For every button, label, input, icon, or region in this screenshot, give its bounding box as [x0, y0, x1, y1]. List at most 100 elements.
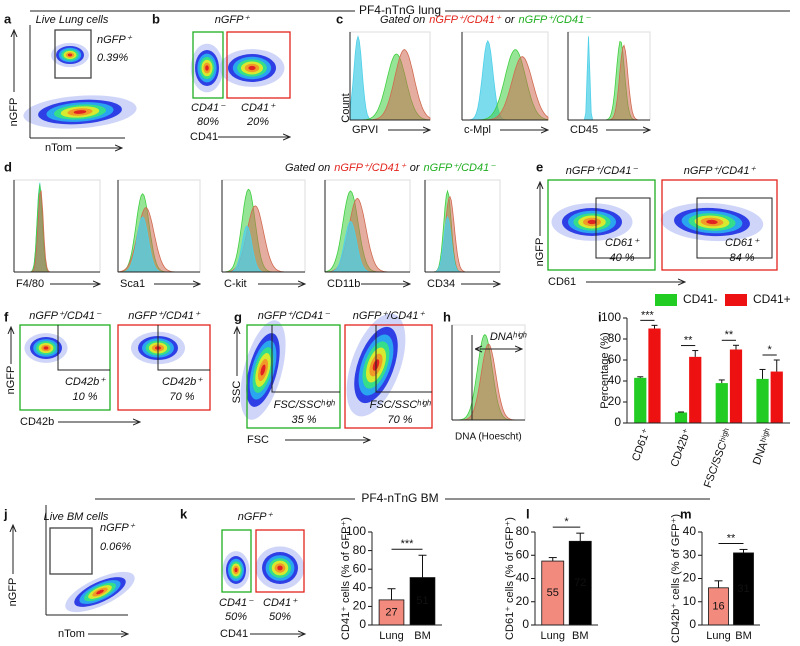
- panel-letter: j: [3, 506, 8, 521]
- histogram-curve: [568, 40, 650, 121]
- density-level: [205, 65, 209, 71]
- y-tick-label: 0: [614, 415, 621, 429]
- left-gate-label: FSC/SSCʰⁱᵍʰ: [274, 399, 335, 411]
- title: nGFP⁺: [215, 14, 251, 26]
- y-axis-label: CD41⁺ cells (% of GFP⁺): [340, 517, 352, 640]
- error-bar: [651, 324, 658, 329]
- y-tick-label: 80: [516, 524, 530, 538]
- x-label: CD41: [220, 628, 248, 640]
- gate: [157, 325, 210, 371]
- gate-box: [226, 31, 291, 99]
- left-value: 50%: [225, 611, 247, 623]
- gate-box: [246, 324, 341, 429]
- section-header: PF4-nTnG lung: [359, 3, 441, 17]
- bar: [729, 349, 743, 423]
- right-label: CD41⁺: [263, 597, 298, 609]
- y-tick-label: 20: [683, 571, 697, 585]
- y-tick-label: 100: [601, 310, 621, 324]
- gate-title: Gated on nGFP⁺/CD41⁺ or nGFP⁺/CD41⁻: [380, 14, 591, 26]
- x-label: CD42b: [20, 416, 54, 428]
- error-bar: [718, 379, 725, 384]
- x-label: Sca1: [120, 278, 145, 290]
- y-label: nGFP: [7, 578, 19, 607]
- x-tick-label: BM: [735, 630, 752, 642]
- x-tick-label: FSC/SSCʰⁱᵍʰ: [702, 427, 735, 490]
- gate-box: [344, 324, 433, 429]
- gate-label: nGFP⁺: [100, 522, 136, 534]
- y-tick-label: 60: [608, 352, 622, 366]
- bar: [715, 383, 728, 423]
- y-label: SSC: [231, 381, 243, 404]
- gate: [595, 197, 651, 259]
- histogram-curve: [452, 343, 525, 421]
- gate-box: [49, 527, 93, 575]
- panel-letter: a: [4, 11, 12, 26]
- density-level: [587, 219, 597, 225]
- panel-letter: i: [598, 309, 602, 324]
- error-bar: [739, 548, 748, 553]
- data-label: 16: [712, 600, 724, 612]
- error-bar: [692, 350, 699, 357]
- left-title: nGFP⁺/CD41⁻: [29, 310, 102, 322]
- left-label: CD41⁻: [219, 597, 254, 609]
- x-tick-label: DNAʰⁱᵍʰ: [751, 427, 775, 467]
- data-label: 72: [574, 577, 586, 589]
- x-label: CD41: [190, 131, 218, 143]
- density-plot: [51, 42, 89, 68]
- histogram-frame: [13, 179, 101, 273]
- gate-box: [192, 31, 224, 99]
- error-bar: [548, 557, 557, 562]
- gate-title-part: nGFP⁺/CD41⁻: [519, 14, 592, 26]
- y-axis-label: CD61⁺ cells (% of GFP⁺): [504, 517, 516, 640]
- y-tick-label: 20: [608, 394, 622, 408]
- error-bar: [576, 532, 585, 542]
- y-tick-label: 0: [522, 617, 529, 631]
- error-bar: [418, 554, 427, 578]
- y-tick-label: 80: [608, 331, 622, 345]
- gate-title: Gated on nGFP⁺/CD41⁺ or nGFP⁺/CD41⁻: [285, 162, 496, 174]
- y-label: nGFP: [5, 366, 17, 395]
- data-label: 27: [385, 606, 397, 618]
- y-label: nGFP: [8, 98, 20, 127]
- bar: [648, 328, 661, 423]
- x-label: CD45: [570, 124, 598, 136]
- left-title: nGFP⁺/CD41⁻: [258, 310, 331, 322]
- y-tick-label: 0: [359, 617, 366, 631]
- density-plot: [219, 49, 285, 87]
- legend-label: CD41+: [753, 292, 791, 306]
- left-gate-value: 10 %: [72, 391, 97, 403]
- density-plot: [65, 571, 135, 613]
- section-header: PF4-nTnG BM: [361, 491, 438, 505]
- panel-letter: k: [180, 506, 188, 521]
- gate-box: [661, 179, 778, 271]
- significance: *: [767, 344, 772, 356]
- error-bar: [637, 376, 644, 378]
- histogram-curve: [568, 36, 650, 121]
- y-tick-label: 40: [353, 580, 367, 594]
- bar: [689, 356, 702, 423]
- density-plot: [551, 203, 633, 241]
- right-gate-label: CD61⁺: [725, 237, 760, 249]
- y-tick-label: 40: [516, 571, 530, 585]
- gate-title-part: nGFP⁺/CD41⁺: [334, 162, 407, 174]
- x-label: nTom: [58, 628, 85, 640]
- gate: [57, 325, 110, 371]
- left-gate-value: 40 %: [609, 252, 634, 264]
- x-label: CD11b: [327, 278, 360, 290]
- data-label: 31: [737, 583, 749, 595]
- x-label: nTom: [45, 142, 72, 154]
- density-plot: [255, 546, 305, 590]
- gate: [271, 325, 340, 393]
- right-gate-value: 70 %: [387, 414, 412, 426]
- x-label: F4/80: [16, 278, 44, 290]
- y-label: nGFP: [534, 238, 546, 267]
- histogram-curve: [14, 182, 100, 273]
- y-tick-label: 10: [683, 594, 697, 608]
- error-bar: [714, 580, 723, 588]
- panel-letter: e: [536, 159, 543, 174]
- y-tick-label: 20: [516, 594, 530, 608]
- right-value: 50%: [269, 611, 291, 623]
- y-tick-label: 60: [516, 547, 530, 561]
- right-label: CD41⁺: [241, 102, 276, 114]
- error-bar: [759, 368, 766, 379]
